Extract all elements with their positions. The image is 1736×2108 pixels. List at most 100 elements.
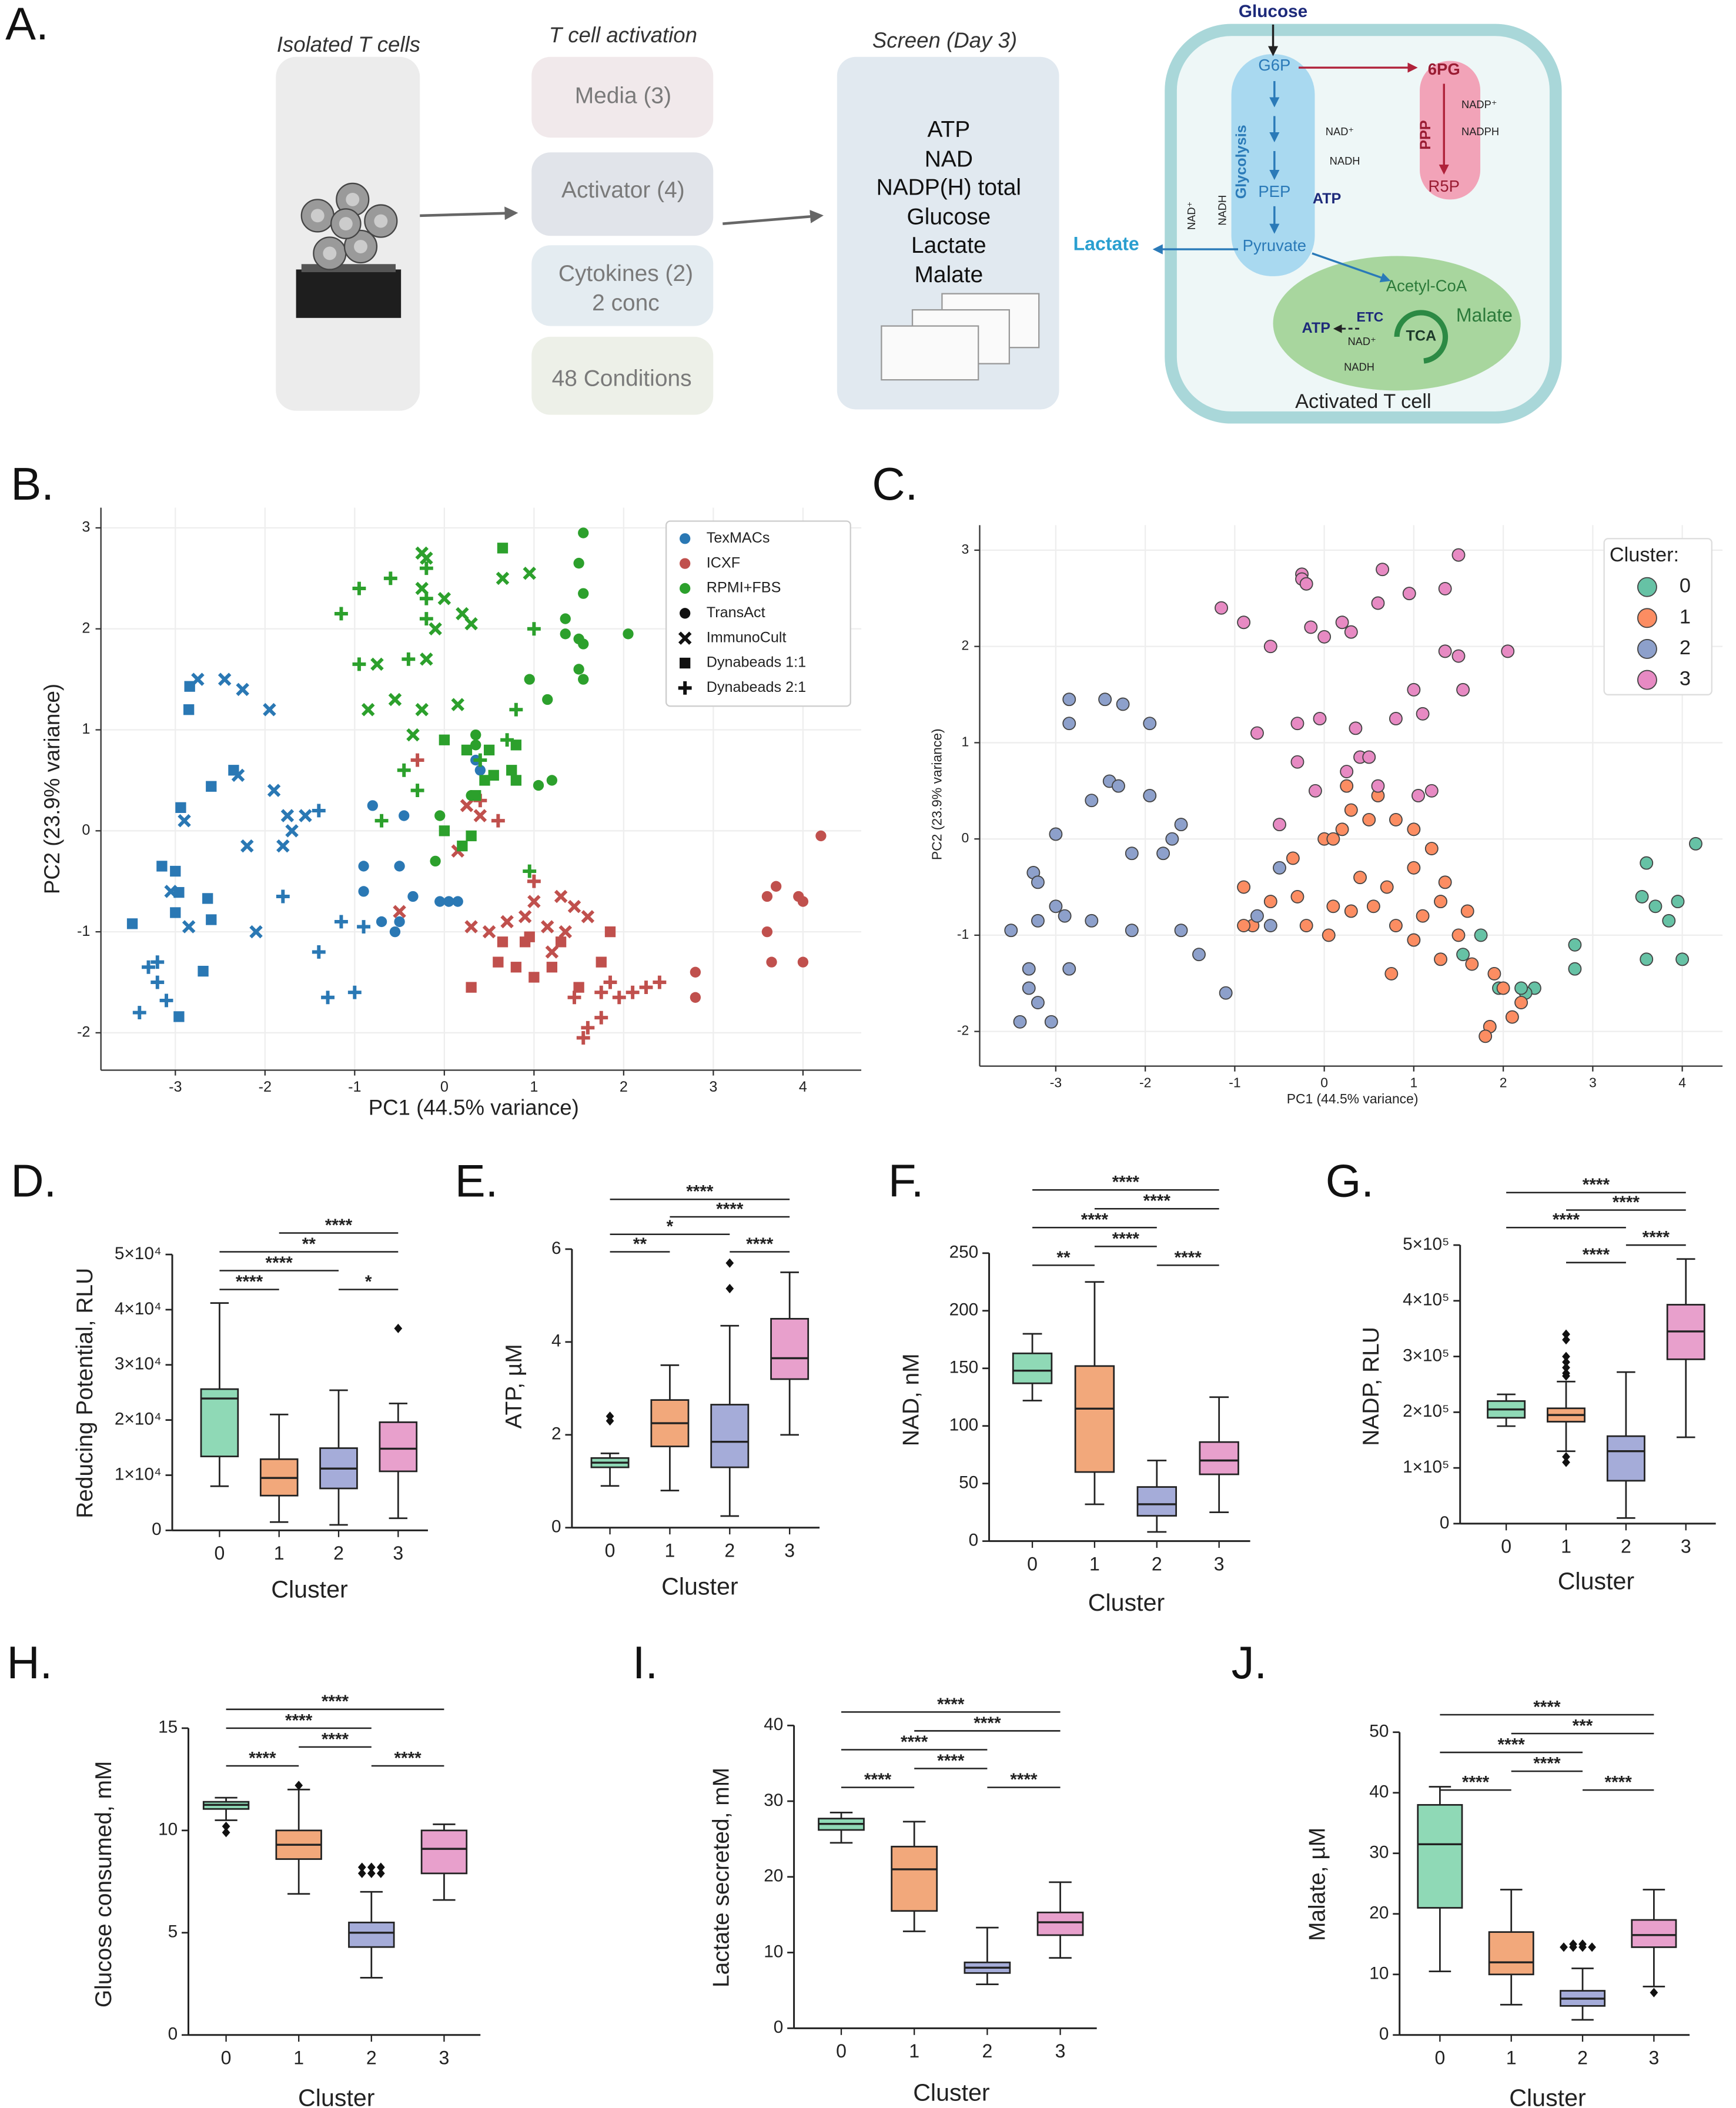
y-tick-label: 2×10⁵ <box>1403 1401 1449 1421</box>
point <box>312 945 326 959</box>
point <box>519 936 531 948</box>
point <box>399 810 410 821</box>
legend-label: ICXF <box>707 554 740 571</box>
y-tick-label: 5×10⁵ <box>1403 1234 1449 1254</box>
point <box>240 839 254 853</box>
point <box>488 769 499 781</box>
y-axis-label: NAD, nM <box>898 1353 924 1446</box>
point <box>470 729 481 741</box>
y-tick-label: 2 <box>82 620 90 636</box>
x-axis-label: PC1 (44.5% variance) <box>369 1096 579 1120</box>
outlier <box>725 1284 734 1294</box>
x-axis-label: PC1 (44.5% variance) <box>1287 1091 1419 1106</box>
x-tick-label: 3 <box>709 1079 717 1095</box>
point <box>761 926 773 938</box>
y-tick-label: 0 <box>82 822 90 838</box>
arrow <box>723 209 824 225</box>
significance-label: **** <box>249 1748 276 1768</box>
point <box>1049 899 1063 914</box>
significance-label: **** <box>1462 1773 1490 1792</box>
arrow <box>420 206 519 220</box>
significance-label: **** <box>322 1692 349 1711</box>
outlier <box>357 1868 366 1878</box>
x-tick-label: -3 <box>1050 1075 1062 1090</box>
box <box>1074 1365 1115 1473</box>
point <box>358 861 369 872</box>
point <box>1085 914 1099 928</box>
point <box>1031 875 1045 889</box>
point <box>573 557 584 569</box>
x-tick-label: 0 <box>1320 1075 1328 1090</box>
point <box>1389 712 1403 725</box>
x-tick-label: 2 <box>620 1079 628 1095</box>
point <box>206 781 217 792</box>
x-tick-label: 0 <box>836 2040 847 2062</box>
legend-swatch <box>1637 577 1657 597</box>
outlier <box>1650 1987 1658 1997</box>
point <box>1263 919 1277 932</box>
point <box>263 702 276 717</box>
point <box>183 704 195 715</box>
y-tick-label: 1 <box>961 734 969 749</box>
point <box>457 840 468 852</box>
legend-swatch <box>680 608 691 619</box>
box <box>1012 1352 1053 1384</box>
point <box>419 612 433 626</box>
x-tick-label: 0 <box>1027 1553 1038 1574</box>
y-tick-label: 5 <box>168 1922 178 1942</box>
point <box>474 765 486 776</box>
outlier <box>376 1868 385 1878</box>
outlier <box>1562 1457 1570 1467</box>
point <box>228 765 239 776</box>
box <box>710 1404 750 1468</box>
x-tick-label: 2 <box>1152 1553 1162 1574</box>
y-tick-label: 40 <box>1369 1782 1389 1802</box>
point <box>523 864 537 878</box>
y-tick-label: 0 <box>168 2025 178 2044</box>
outlier <box>725 1258 734 1268</box>
point <box>1568 938 1582 952</box>
point <box>198 965 209 977</box>
point <box>1013 1015 1027 1029</box>
significance-label: ** <box>1056 1248 1071 1267</box>
x-tick-label: 0 <box>215 1542 225 1564</box>
point <box>437 591 451 605</box>
point <box>529 972 540 983</box>
metabolite: Glucose <box>1239 2 1307 21</box>
point <box>1174 923 1188 938</box>
point <box>347 985 362 999</box>
point <box>299 809 312 822</box>
point <box>150 955 165 969</box>
point <box>334 915 348 929</box>
point <box>524 674 535 685</box>
step-box <box>531 245 714 326</box>
y-tick-label: -1 <box>957 926 969 942</box>
plates-icon <box>881 293 1040 381</box>
y-tick-label: 3×10⁵ <box>1403 1346 1449 1365</box>
legend-label: Dynabeads 2:1 <box>707 679 806 695</box>
legend-label: 0 <box>1680 575 1691 597</box>
point <box>464 920 478 933</box>
point <box>249 925 263 939</box>
box <box>1199 1441 1239 1475</box>
point <box>1402 587 1416 601</box>
point <box>1438 875 1452 889</box>
point <box>546 962 558 973</box>
legend-swatch <box>678 681 692 695</box>
point <box>578 638 589 650</box>
significance-label: **** <box>1533 1697 1561 1716</box>
point <box>690 966 701 978</box>
point <box>497 543 509 554</box>
x-tick-label: 2 <box>366 2047 377 2068</box>
point <box>1474 928 1488 942</box>
cofactor: NAD⁺ <box>1326 125 1354 138</box>
point <box>1671 895 1685 909</box>
y-tick-label: -1 <box>77 923 90 939</box>
legend-title: Cluster: <box>1610 544 1679 566</box>
point <box>357 920 371 933</box>
legend-label: TexMACs <box>707 530 770 546</box>
outlier <box>222 1828 230 1838</box>
point <box>1389 919 1403 932</box>
point <box>1353 871 1367 885</box>
point <box>1514 996 1528 1009</box>
